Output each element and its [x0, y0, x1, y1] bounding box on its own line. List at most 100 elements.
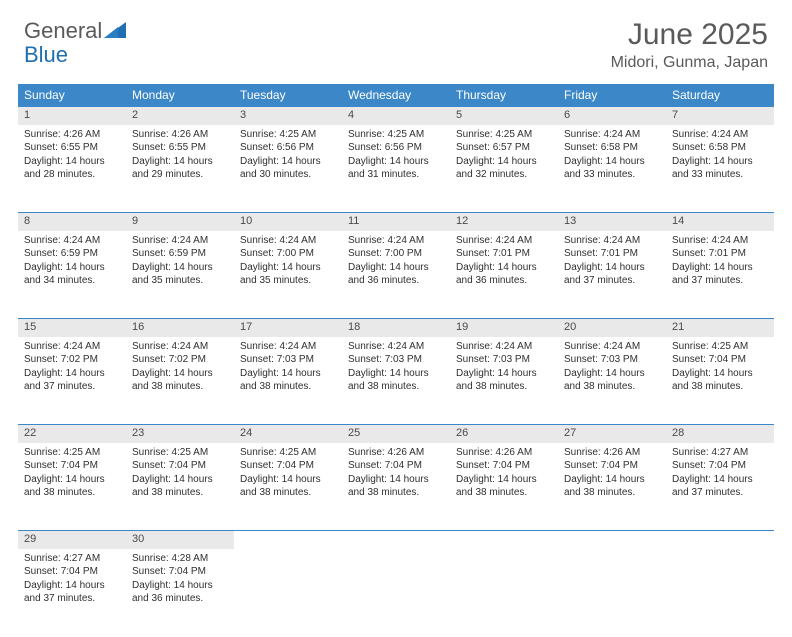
daylight-text-2: and 38 minutes. — [456, 486, 552, 500]
calendar-header-row: Sunday Monday Tuesday Wednesday Thursday… — [18, 84, 774, 107]
content-row: Sunrise: 4:24 AMSunset: 7:02 PMDaylight:… — [18, 337, 774, 425]
daylight-text-1: Daylight: 14 hours — [456, 473, 552, 487]
daylight-text-1: Daylight: 14 hours — [24, 367, 120, 381]
sunrise-text: Sunrise: 4:24 AM — [456, 340, 552, 354]
daylight-text-1: Daylight: 14 hours — [456, 155, 552, 169]
day-cell: Sunrise: 4:25 AMSunset: 7:04 PMDaylight:… — [126, 443, 234, 531]
dayname-sunday: Sunday — [18, 84, 126, 107]
day-number: 18 — [342, 319, 450, 337]
day-number: 19 — [450, 319, 558, 337]
sunrise-text: Sunrise: 4:24 AM — [348, 234, 444, 248]
sunrise-text: Sunrise: 4:25 AM — [132, 446, 228, 460]
daylight-text-2: and 35 minutes. — [240, 274, 336, 288]
dayname-friday: Friday — [558, 84, 666, 107]
day-number: 24 — [234, 425, 342, 443]
day-number: 10 — [234, 213, 342, 231]
daylight-text-1: Daylight: 14 hours — [24, 261, 120, 275]
daylight-text-1: Daylight: 14 hours — [132, 155, 228, 169]
day-cell: Sunrise: 4:26 AMSunset: 7:04 PMDaylight:… — [342, 443, 450, 531]
daylight-text-2: and 38 minutes. — [24, 486, 120, 500]
sunset-text: Sunset: 6:55 PM — [132, 141, 228, 155]
brand-triangle-icon — [104, 18, 126, 44]
daylight-text-2: and 35 minutes. — [132, 274, 228, 288]
dayname-wednesday: Wednesday — [342, 84, 450, 107]
sunrise-text: Sunrise: 4:26 AM — [564, 446, 660, 460]
day-cell: Sunrise: 4:27 AMSunset: 7:04 PMDaylight:… — [18, 549, 126, 637]
day-cell — [666, 549, 774, 637]
daylight-text-1: Daylight: 14 hours — [456, 367, 552, 381]
day-number: 4 — [342, 107, 450, 125]
daylight-text-1: Daylight: 14 hours — [132, 261, 228, 275]
sunrise-text: Sunrise: 4:24 AM — [564, 128, 660, 142]
day-number: 2 — [126, 107, 234, 125]
sunset-text: Sunset: 7:00 PM — [240, 247, 336, 261]
daylight-text-2: and 33 minutes. — [672, 168, 768, 182]
daylight-text-1: Daylight: 14 hours — [672, 261, 768, 275]
sunrise-text: Sunrise: 4:25 AM — [456, 128, 552, 142]
day-number: 17 — [234, 319, 342, 337]
day-cell: Sunrise: 4:25 AMSunset: 7:04 PMDaylight:… — [666, 337, 774, 425]
day-cell: Sunrise: 4:24 AMSunset: 7:02 PMDaylight:… — [18, 337, 126, 425]
day-number — [234, 531, 342, 549]
day-number: 29 — [18, 531, 126, 549]
day-number: 3 — [234, 107, 342, 125]
title-block: June 2025 Midori, Gunma, Japan — [611, 18, 768, 72]
sunset-text: Sunset: 7:04 PM — [672, 353, 768, 367]
daylight-text-2: and 38 minutes. — [132, 486, 228, 500]
daylight-text-2: and 36 minutes. — [456, 274, 552, 288]
content-row: Sunrise: 4:27 AMSunset: 7:04 PMDaylight:… — [18, 549, 774, 637]
daylight-text-1: Daylight: 14 hours — [564, 473, 660, 487]
sunset-text: Sunset: 7:04 PM — [672, 459, 768, 473]
sunset-text: Sunset: 7:04 PM — [132, 459, 228, 473]
sunrise-text: Sunrise: 4:24 AM — [564, 234, 660, 248]
sunrise-text: Sunrise: 4:24 AM — [564, 340, 660, 354]
day-cell: Sunrise: 4:24 AMSunset: 6:58 PMDaylight:… — [666, 125, 774, 213]
daylight-text-2: and 31 minutes. — [348, 168, 444, 182]
sunrise-text: Sunrise: 4:26 AM — [24, 128, 120, 142]
day-number: 6 — [558, 107, 666, 125]
daylight-text-1: Daylight: 14 hours — [564, 155, 660, 169]
sunrise-text: Sunrise: 4:25 AM — [240, 446, 336, 460]
daylight-text-2: and 32 minutes. — [456, 168, 552, 182]
daylight-text-2: and 37 minutes. — [24, 592, 120, 606]
sunset-text: Sunset: 6:58 PM — [564, 141, 660, 155]
daylight-text-2: and 29 minutes. — [132, 168, 228, 182]
day-cell: Sunrise: 4:24 AMSunset: 7:00 PMDaylight:… — [234, 231, 342, 319]
daylight-text-1: Daylight: 14 hours — [348, 261, 444, 275]
dayname-monday: Monday — [126, 84, 234, 107]
month-title: June 2025 — [611, 18, 768, 52]
daylight-text-1: Daylight: 14 hours — [564, 261, 660, 275]
day-cell: Sunrise: 4:24 AMSunset: 7:00 PMDaylight:… — [342, 231, 450, 319]
sunrise-text: Sunrise: 4:25 AM — [672, 340, 768, 354]
day-number: 13 — [558, 213, 666, 231]
daylight-text-1: Daylight: 14 hours — [132, 367, 228, 381]
day-cell: Sunrise: 4:24 AMSunset: 7:03 PMDaylight:… — [234, 337, 342, 425]
daylight-text-2: and 38 minutes. — [564, 380, 660, 394]
daylight-text-2: and 28 minutes. — [24, 168, 120, 182]
day-number: 12 — [450, 213, 558, 231]
daynum-row: 891011121314 — [18, 213, 774, 231]
dayname-thursday: Thursday — [450, 84, 558, 107]
day-number: 20 — [558, 319, 666, 337]
daylight-text-1: Daylight: 14 hours — [672, 367, 768, 381]
daylight-text-1: Daylight: 14 hours — [132, 579, 228, 593]
daylight-text-2: and 37 minutes. — [672, 486, 768, 500]
daylight-text-2: and 38 minutes. — [564, 486, 660, 500]
daylight-text-2: and 37 minutes. — [672, 274, 768, 288]
sunrise-text: Sunrise: 4:24 AM — [672, 234, 768, 248]
daylight-text-1: Daylight: 14 hours — [132, 473, 228, 487]
day-cell: Sunrise: 4:24 AMSunset: 7:03 PMDaylight:… — [450, 337, 558, 425]
sunrise-text: Sunrise: 4:24 AM — [240, 340, 336, 354]
day-cell: Sunrise: 4:24 AMSunset: 6:58 PMDaylight:… — [558, 125, 666, 213]
day-number — [558, 531, 666, 549]
sunrise-text: Sunrise: 4:24 AM — [456, 234, 552, 248]
daylight-text-1: Daylight: 14 hours — [348, 155, 444, 169]
sunset-text: Sunset: 7:04 PM — [564, 459, 660, 473]
content-row: Sunrise: 4:24 AMSunset: 6:59 PMDaylight:… — [18, 231, 774, 319]
day-number — [450, 531, 558, 549]
sunset-text: Sunset: 6:58 PM — [672, 141, 768, 155]
day-cell: Sunrise: 4:24 AMSunset: 6:59 PMDaylight:… — [18, 231, 126, 319]
daynum-row: 2930 — [18, 531, 774, 549]
daylight-text-1: Daylight: 14 hours — [240, 367, 336, 381]
sunrise-text: Sunrise: 4:26 AM — [348, 446, 444, 460]
